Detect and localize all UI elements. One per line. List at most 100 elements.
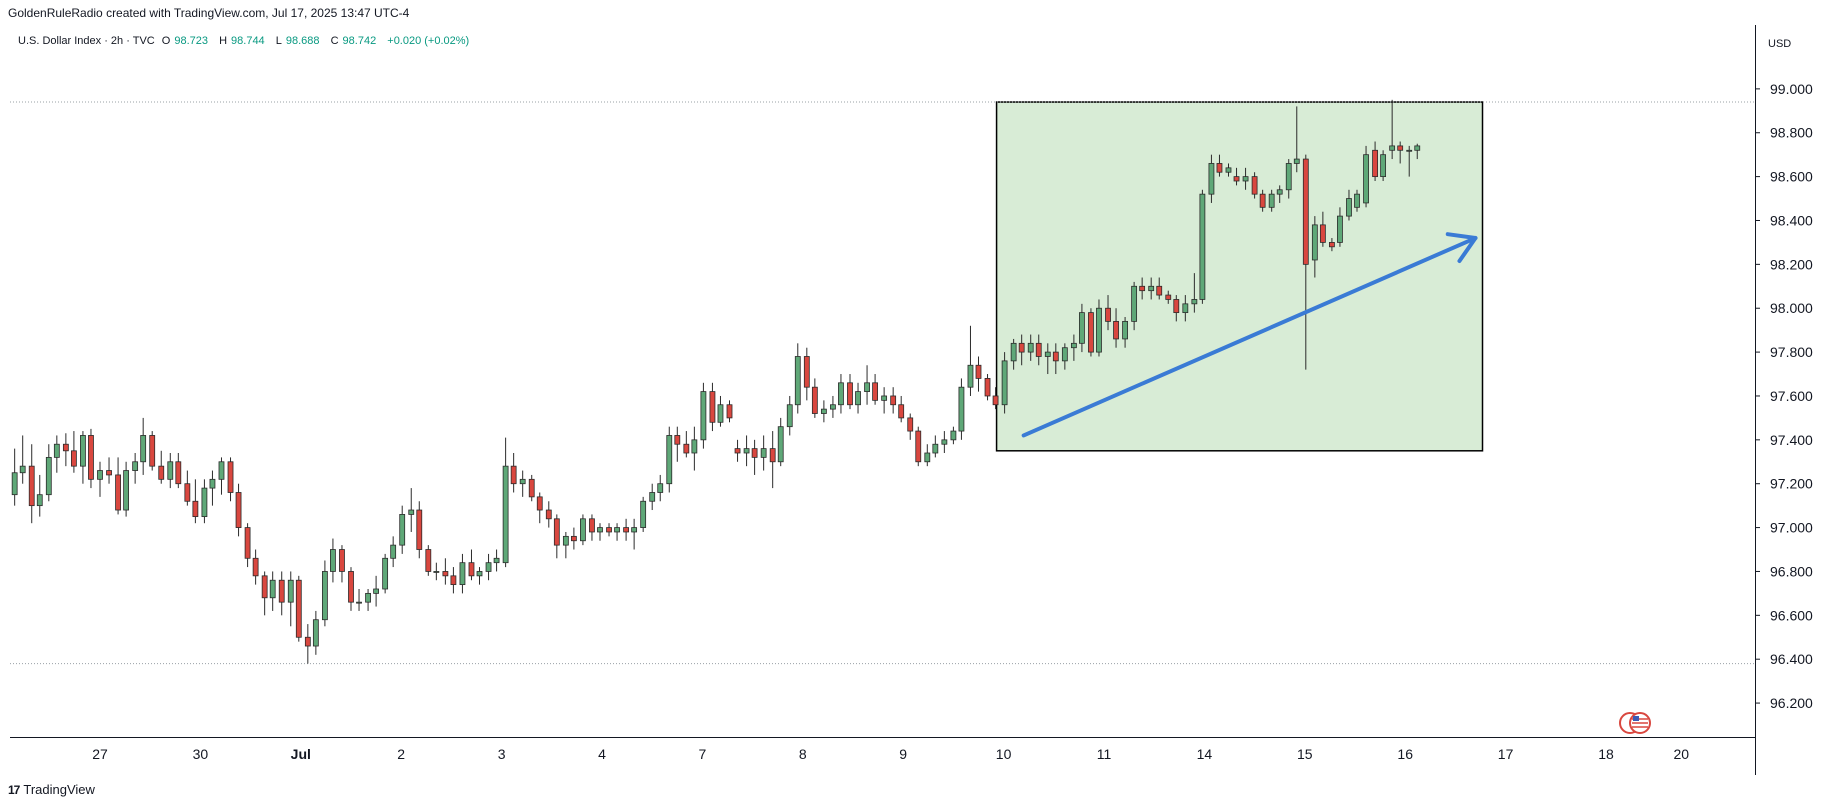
candle[interactable] — [570, 527, 577, 550]
candle[interactable] — [62, 433, 69, 467]
candle[interactable] — [915, 426, 922, 467]
candle[interactable] — [631, 518, 638, 550]
candle[interactable] — [536, 492, 543, 524]
candle[interactable] — [304, 624, 311, 664]
candle[interactable] — [1165, 290, 1172, 304]
candle[interactable] — [184, 470, 191, 506]
candle[interactable] — [382, 553, 389, 594]
price-axis[interactable]: 99.000 98.800 98.600 98.400 98.200 98.000 97.8… — [1755, 81, 1813, 711]
candle[interactable] — [683, 431, 690, 458]
candle[interactable] — [1191, 273, 1198, 313]
candle[interactable] — [786, 395, 793, 436]
candle[interactable] — [339, 545, 345, 583]
candle[interactable] — [830, 395, 836, 418]
candle[interactable] — [493, 549, 500, 572]
candle[interactable] — [1139, 277, 1146, 300]
candle[interactable] — [80, 431, 86, 484]
candle[interactable] — [1044, 343, 1051, 375]
candle[interactable] — [1346, 189, 1352, 221]
candle[interactable] — [734, 439, 741, 462]
candle[interactable] — [115, 457, 121, 515]
candle[interactable] — [769, 431, 776, 489]
candle[interactable] — [700, 382, 707, 449]
candle[interactable] — [1329, 238, 1335, 252]
candle[interactable] — [19, 435, 26, 484]
highlight-box[interactable] — [995, 101, 1484, 452]
candle[interactable] — [1096, 299, 1102, 357]
candle[interactable] — [1259, 189, 1266, 212]
candle[interactable] — [1199, 189, 1206, 304]
candle[interactable] — [132, 453, 139, 484]
candle[interactable] — [890, 387, 897, 414]
candle[interactable] — [227, 457, 234, 502]
candle[interactable] — [1018, 334, 1025, 366]
candle[interactable] — [244, 523, 251, 568]
candle[interactable] — [106, 457, 112, 484]
candle[interactable] — [261, 571, 268, 616]
candle[interactable] — [898, 395, 905, 423]
candle[interactable] — [589, 514, 595, 541]
candle[interactable] — [278, 571, 285, 616]
candle[interactable] — [1105, 295, 1111, 331]
currency-label[interactable]: USD — [1768, 38, 1792, 50]
candle[interactable] — [726, 400, 733, 423]
candle[interactable] — [1010, 338, 1017, 370]
candle[interactable] — [1302, 154, 1309, 370]
candle[interactable] — [140, 417, 147, 475]
candle[interactable] — [691, 426, 698, 471]
candle[interactable] — [28, 444, 35, 524]
candle[interactable] — [252, 549, 259, 585]
candle[interactable] — [209, 470, 216, 506]
candle[interactable] — [924, 444, 931, 467]
candle[interactable] — [1027, 334, 1034, 361]
candle[interactable] — [881, 387, 888, 414]
candle[interactable] — [958, 378, 965, 440]
candle[interactable] — [1148, 277, 1155, 300]
tradingview-brand[interactable]: 17 TradingView — [8, 782, 95, 797]
candle[interactable] — [1035, 334, 1042, 366]
candle[interactable] — [1173, 295, 1180, 322]
candle[interactable] — [1156, 277, 1163, 300]
candle[interactable] — [709, 382, 716, 432]
candle[interactable] — [321, 560, 328, 627]
candle[interactable] — [1414, 143, 1421, 160]
candle[interactable] — [760, 435, 767, 471]
candle[interactable] — [356, 589, 362, 611]
candle[interactable] — [1311, 216, 1318, 278]
candle[interactable] — [330, 538, 336, 583]
candle[interactable] — [1122, 317, 1128, 348]
candle[interactable] — [553, 514, 560, 559]
candle[interactable] — [468, 549, 475, 581]
candle[interactable] — [838, 374, 844, 414]
candle[interactable] — [907, 413, 914, 440]
candle[interactable] — [743, 435, 750, 467]
candle[interactable] — [967, 325, 974, 396]
candle[interactable] — [657, 474, 664, 502]
candle[interactable] — [1293, 106, 1300, 173]
candle[interactable] — [1001, 352, 1008, 414]
candle[interactable] — [167, 453, 174, 489]
candle[interactable] — [88, 428, 94, 489]
candle[interactable] — [70, 431, 77, 473]
candle[interactable] — [476, 567, 483, 585]
candle[interactable] — [932, 435, 939, 458]
candle[interactable] — [450, 567, 457, 594]
candle[interactable] — [1319, 211, 1326, 247]
candle[interactable] — [606, 523, 612, 537]
candle[interactable] — [519, 470, 526, 497]
candle[interactable] — [855, 382, 861, 414]
candle[interactable] — [975, 356, 982, 392]
candle[interactable] — [1276, 185, 1283, 203]
candle[interactable] — [433, 562, 440, 581]
candle[interactable] — [1363, 145, 1369, 208]
candle[interactable] — [623, 518, 629, 541]
candle[interactable] — [11, 448, 18, 506]
candle[interactable] — [295, 575, 302, 642]
candle[interactable] — [1182, 295, 1189, 322]
candle[interactable] — [803, 347, 810, 401]
candle[interactable] — [408, 488, 415, 532]
candle[interactable] — [53, 435, 60, 473]
candle[interactable] — [1397, 141, 1404, 164]
candle[interactable] — [158, 450, 165, 484]
candle[interactable] — [1061, 343, 1068, 370]
